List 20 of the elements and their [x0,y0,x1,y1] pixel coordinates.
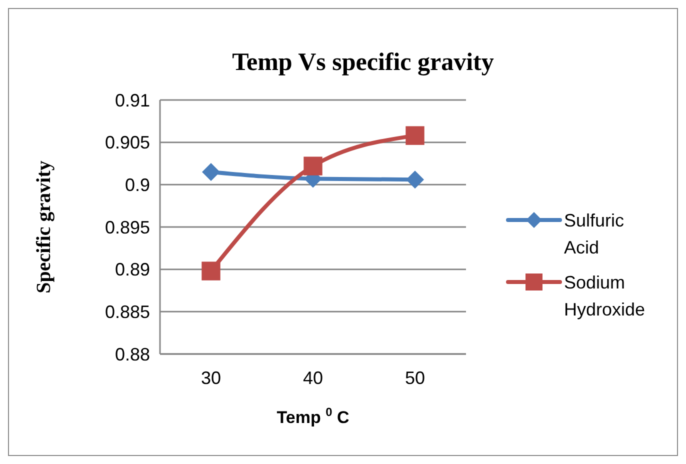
legend-label: Sodium Hydroxide [564,272,646,320]
y-tick-label: 0.89 [114,260,150,280]
chart-title: Temp Vs specific gravity [232,49,494,76]
x-tick-label: 40 [302,368,324,388]
y-axis-title: Specific gravity [33,160,55,294]
y-tick-label: 0.91 [114,90,150,110]
point [202,262,220,280]
x-tick-label: 50 [404,368,426,388]
x-axis-title: Temp $^{0}$ C [276,405,350,427]
point [304,156,322,176]
x-tick-label: 30 [200,368,222,388]
y-tick-label: 0.895 [104,217,150,238]
y-tick-label: 0.905 [104,132,150,153]
point [406,170,424,189]
y-tick-label: 0.9 [124,174,150,195]
point [202,162,220,181]
y-tick-label: 0.885 [104,302,150,322]
legend-label: Sulfuric Acid [564,210,624,258]
point [406,126,424,145]
y-tick-label: 0.88 [114,344,150,364]
